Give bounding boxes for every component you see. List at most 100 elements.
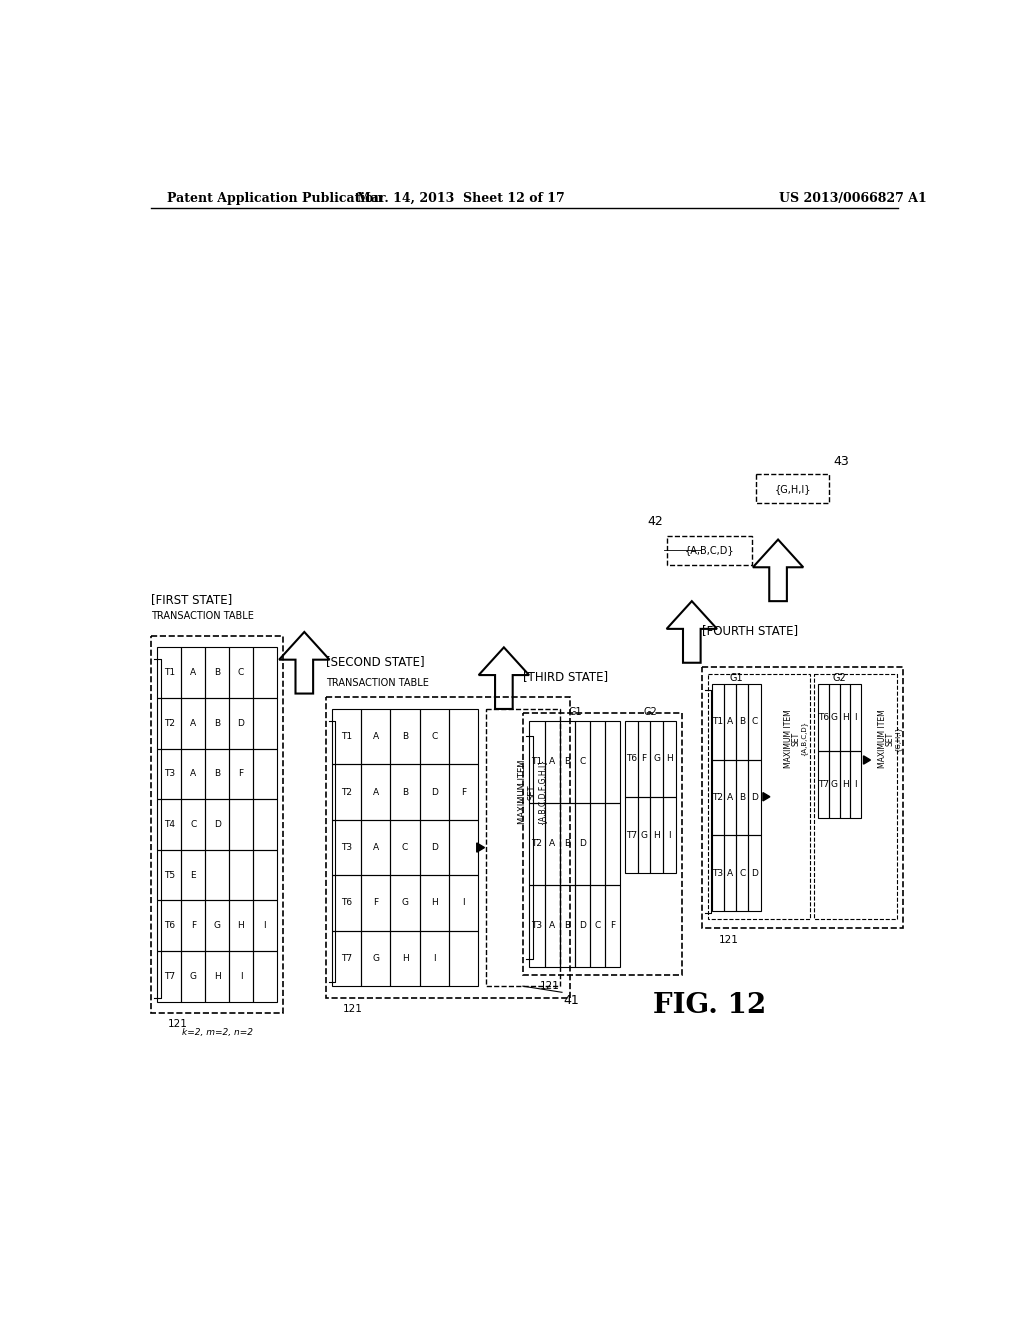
Bar: [361, 709, 390, 764]
Text: H: H: [214, 972, 220, 981]
Text: T3: T3: [531, 921, 543, 931]
Text: C: C: [580, 758, 586, 766]
Text: MAXIMUM ITEM: MAXIMUM ITEM: [518, 760, 527, 825]
Text: {A,B,C,D,F,G,H,I}: {A,B,C,D,F,G,H,I}: [537, 759, 546, 825]
Text: G: G: [641, 830, 647, 840]
Bar: [158, 900, 181, 950]
Bar: [638, 721, 650, 797]
Bar: [667, 536, 752, 565]
Bar: [449, 820, 478, 875]
Polygon shape: [863, 756, 870, 764]
Bar: [390, 820, 420, 875]
Bar: [574, 803, 590, 884]
Text: F: F: [190, 921, 196, 931]
Bar: [253, 950, 276, 1002]
Text: 41: 41: [563, 994, 580, 1007]
Text: D: D: [431, 843, 438, 851]
Text: T2: T2: [713, 793, 723, 803]
Text: T6: T6: [164, 921, 175, 931]
Text: [SECOND STATE]: [SECOND STATE]: [326, 655, 424, 668]
Text: 42: 42: [647, 515, 663, 528]
Text: B: B: [564, 921, 570, 931]
Text: T3: T3: [341, 843, 352, 851]
Polygon shape: [667, 601, 717, 663]
Text: TRANSACTION TABLE: TRANSACTION TABLE: [152, 611, 254, 622]
Text: D: D: [579, 840, 586, 849]
Text: B: B: [564, 758, 570, 766]
Bar: [545, 803, 560, 884]
Bar: [590, 721, 605, 803]
Bar: [605, 884, 621, 966]
Text: D: D: [579, 921, 586, 931]
Text: H: H: [842, 713, 849, 722]
Bar: [736, 836, 749, 911]
Text: F: F: [239, 770, 244, 779]
Polygon shape: [280, 632, 330, 693]
Bar: [814, 675, 897, 919]
Text: E: E: [190, 871, 196, 879]
Bar: [253, 900, 276, 950]
Text: T7: T7: [626, 830, 637, 840]
Text: T7: T7: [818, 780, 829, 789]
Bar: [529, 884, 545, 966]
Text: F: F: [461, 788, 466, 796]
Bar: [712, 759, 724, 836]
Text: FIG. 12: FIG. 12: [652, 991, 766, 1019]
Text: H: H: [401, 954, 409, 962]
Text: k=2, m=2, n=2: k=2, m=2, n=2: [181, 1028, 253, 1038]
Bar: [449, 764, 478, 820]
Text: G: G: [401, 899, 409, 907]
Bar: [605, 721, 621, 803]
Bar: [420, 875, 449, 931]
Text: T6: T6: [341, 899, 352, 907]
Text: I: I: [854, 713, 857, 722]
Bar: [638, 797, 650, 874]
Text: A: A: [727, 869, 733, 878]
Bar: [574, 884, 590, 966]
Text: A: A: [727, 717, 733, 726]
Bar: [560, 803, 574, 884]
Text: G2: G2: [833, 673, 847, 684]
Bar: [181, 647, 205, 698]
Text: US 2013/0066827 A1: US 2013/0066827 A1: [779, 191, 927, 205]
Text: H: H: [667, 754, 673, 763]
Text: I: I: [463, 899, 465, 907]
Bar: [158, 647, 181, 698]
Text: {G,H,I}: {G,H,I}: [895, 726, 901, 751]
Text: T7: T7: [341, 954, 352, 962]
Bar: [253, 799, 276, 850]
Text: T1: T1: [531, 758, 543, 766]
Text: A: A: [549, 921, 555, 931]
Bar: [486, 709, 560, 986]
Bar: [724, 836, 736, 911]
Bar: [158, 799, 181, 850]
Text: SET: SET: [527, 784, 537, 800]
Bar: [332, 820, 361, 875]
Bar: [605, 803, 621, 884]
Text: C: C: [431, 733, 437, 741]
Bar: [390, 875, 420, 931]
Text: G: G: [373, 954, 379, 962]
Text: D: D: [751, 869, 758, 878]
Bar: [229, 950, 253, 1002]
Text: A: A: [373, 843, 379, 851]
Text: A: A: [549, 758, 555, 766]
Text: A: A: [549, 840, 555, 849]
Bar: [253, 850, 276, 900]
Bar: [158, 748, 181, 799]
Bar: [523, 713, 682, 974]
Text: TRANSACTION TABLE: TRANSACTION TABLE: [326, 678, 428, 688]
Text: [THIRD STATE]: [THIRD STATE]: [523, 671, 608, 684]
Text: G: G: [214, 921, 220, 931]
Text: B: B: [402, 788, 409, 796]
Text: T2: T2: [164, 719, 175, 727]
Bar: [229, 647, 253, 698]
Bar: [229, 799, 253, 850]
Text: I: I: [263, 921, 266, 931]
Bar: [664, 721, 676, 797]
Text: Patent Application Publication: Patent Application Publication: [167, 191, 382, 205]
Bar: [590, 884, 605, 966]
Bar: [181, 698, 205, 748]
Text: B: B: [564, 840, 570, 849]
Bar: [701, 667, 903, 928]
